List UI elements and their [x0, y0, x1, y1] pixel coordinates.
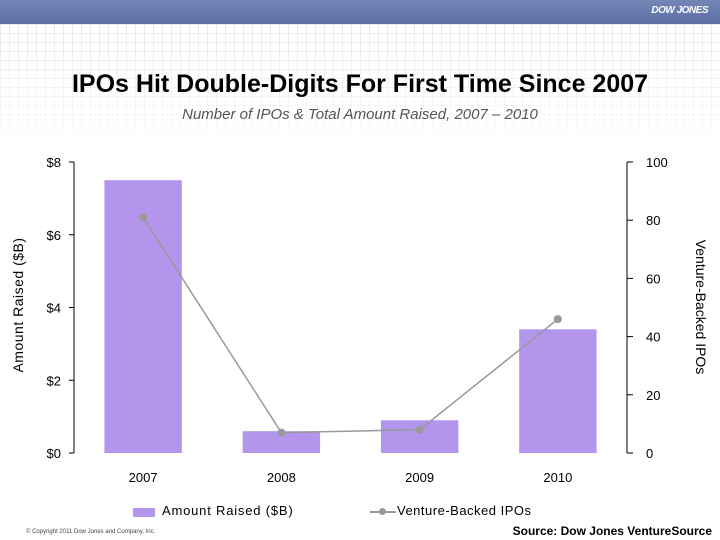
bar-2008 — [242, 431, 321, 453]
bar-2007 — [104, 180, 182, 453]
top-banner: DOW JONES — [0, 0, 720, 24]
dow-jones-logo: DOW JONES — [651, 5, 708, 16]
legend-line-marker — [379, 508, 386, 515]
y-right-tick-label: 80 — [646, 213, 660, 228]
line-point-2010 — [553, 315, 562, 324]
line-point-2008 — [277, 428, 286, 437]
x-tick-label: 2007 — [129, 470, 158, 485]
y-left-tick-label: $2 — [47, 373, 61, 388]
slide-subtitle: Number of IPOs & Total Amount Raised, 20… — [182, 106, 538, 123]
copyright-notice: © Copyright 2011 Dow Jones and Company, … — [26, 529, 156, 535]
y-left-tick-label: $6 — [47, 228, 61, 243]
x-tick-label: 2010 — [543, 470, 572, 485]
y-right-tick-label: 60 — [646, 271, 660, 286]
x-tick-label: 2009 — [405, 470, 434, 485]
y-right-tick-label: 40 — [646, 330, 660, 345]
y-left-tick-label: $0 — [47, 446, 61, 461]
slide-title: IPOs Hit Double-Digits For First Time Si… — [71, 70, 649, 98]
line-venture-backed-ipos — [142, 216, 559, 434]
y-right-tick-label: 20 — [646, 388, 660, 403]
y-left-tick-label: $4 — [47, 301, 61, 316]
legend-bar-label: Amount Raised ($B) — [162, 503, 294, 518]
y-right-tick-label: 100 — [646, 155, 668, 170]
legend-bar-swatch — [133, 508, 155, 517]
bar-2009 — [380, 420, 459, 453]
line-point-2007 — [139, 213, 148, 222]
y-right-tick-label: 0 — [646, 446, 653, 461]
chart-legend: Amount Raised ($B) Venture-Backed IPOs — [0, 502, 720, 520]
source-note: Source: Dow Jones VentureSource — [512, 524, 712, 538]
legend-line-label: Venture-Backed IPOs — [397, 503, 532, 518]
y-left-tick-label: $8 — [47, 155, 61, 170]
line-point-2009 — [415, 425, 424, 434]
bar-2010 — [519, 329, 597, 453]
x-tick-label: 2008 — [267, 470, 296, 485]
grid-fade — [0, 24, 720, 154]
